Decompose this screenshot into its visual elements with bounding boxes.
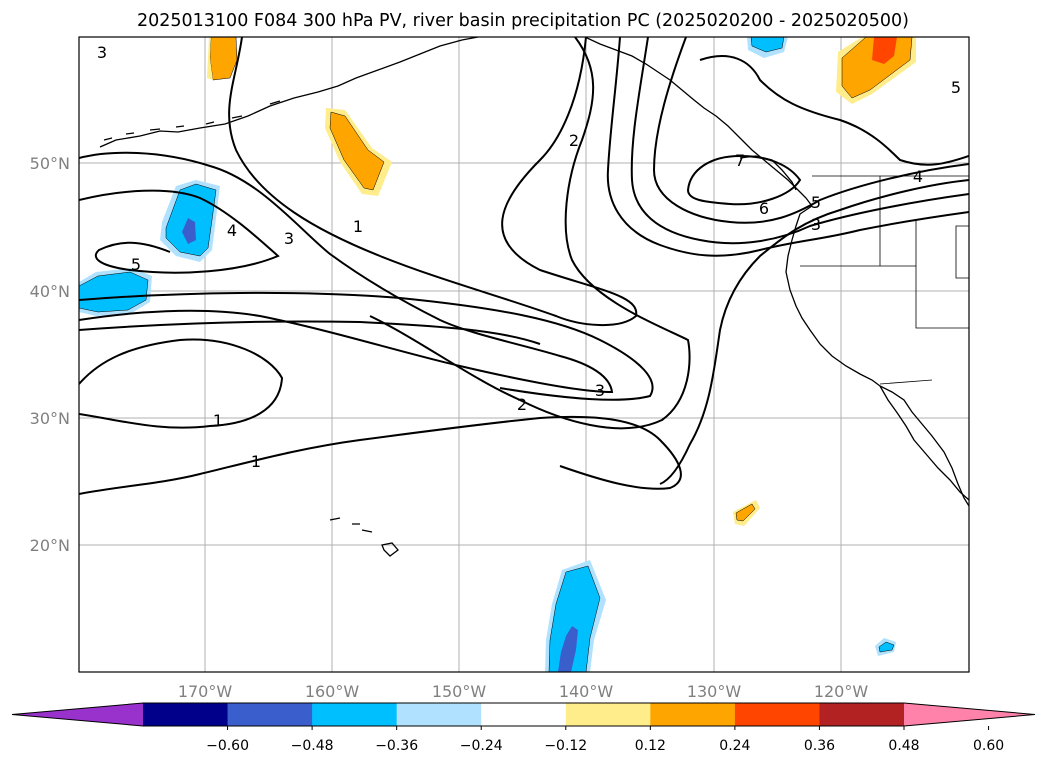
- colorbar-tick-label: 0.24: [719, 738, 750, 754]
- colorbar-segment: [481, 703, 567, 726]
- colorbar-tick-label: 0.12: [635, 738, 666, 754]
- colorbar-segment: [396, 703, 482, 726]
- lon-label: 130°W: [687, 682, 742, 701]
- pv-contour-west-2: [79, 189, 280, 274]
- lat-label: 30°N: [30, 409, 70, 428]
- aleutian-islands: [103, 100, 281, 141]
- pv-contour-west-1: [79, 151, 614, 394]
- colorbar-segment: [819, 703, 905, 726]
- colorbar-tick-label: 0.48: [888, 738, 919, 754]
- pv-contour-top-trough: [369, 37, 691, 430]
- colorbar-extend-low: [12, 703, 143, 726]
- panhandle-coast: [584, 37, 813, 207]
- colorbar-tick-label: 0.36: [804, 738, 835, 754]
- pv-contour-labels: 3 5 2 7 4 6 5 3 1 4 3 5 1 2 3 1: [97, 43, 961, 471]
- colorbar-tick-label: −0.36: [375, 738, 418, 754]
- pv-label-3-e: 3: [811, 215, 821, 234]
- colorbar-extend-high: [904, 703, 1035, 726]
- map-frame: [78, 36, 970, 673]
- pv-contour-inner-2: [630, 37, 969, 245]
- lat-label: 50°N: [30, 154, 70, 173]
- precip-patch-strong-w1: [182, 218, 196, 244]
- pv-label-1-s: 1: [251, 452, 261, 471]
- colorbar-segment: [734, 703, 820, 726]
- pv-contour-south-2: [79, 415, 682, 495]
- lon-label: 140°W: [559, 682, 614, 701]
- precip-patch-strong-s: [558, 626, 578, 672]
- pv-contour-inner-3: [652, 37, 969, 224]
- hawaii-islands: [329, 517, 399, 557]
- coastlines: [99, 37, 969, 557]
- precip-shading: [79, 37, 916, 672]
- precip-patch-strong-ne: [872, 37, 897, 64]
- pv-label-5-ne: 5: [951, 78, 961, 97]
- pv-label-5-w: 5: [131, 255, 141, 274]
- lon-label: 160°W: [305, 682, 360, 701]
- lat-label: 40°N: [30, 282, 70, 301]
- colorbar-segment: [312, 703, 398, 726]
- pv-label-3-nw: 3: [97, 43, 107, 62]
- borders: [800, 175, 969, 385]
- pv-label-7: 7: [735, 151, 745, 170]
- pv-contour-outer: [228, 37, 638, 326]
- pv-contour-east: [659, 179, 969, 485]
- pv-label-5-e: 5: [811, 193, 821, 212]
- pv-label-2-top: 2: [569, 131, 579, 150]
- colorbar-segment: [143, 703, 229, 726]
- pv-contour-long-1: [79, 291, 654, 401]
- colorbar-tick-label: −0.12: [544, 738, 587, 754]
- colorbar-segment: [650, 703, 736, 726]
- pv-label-3-w: 3: [284, 229, 294, 248]
- latitude-labels: 50°N 40°N 30°N 20°N: [30, 154, 70, 555]
- pv-label-3-s: 3: [595, 381, 605, 400]
- colorbar-segment: [565, 703, 651, 726]
- lon-label: 120°W: [814, 682, 869, 701]
- baja-peninsula: [879, 385, 969, 501]
- colorbar-outline: [11, 702, 1036, 727]
- north-america-west-coast: [785, 205, 969, 507]
- lon-label: 170°W: [178, 682, 233, 701]
- colorbar-tick-label: 0.60: [973, 738, 1004, 754]
- pv-label-1-sw: 1: [213, 411, 223, 430]
- lon-label: 150°W: [432, 682, 487, 701]
- lat-label: 20°N: [30, 536, 70, 555]
- pv-contour-inner-5: [686, 154, 802, 206]
- longitude-labels: 170°W 160°W 150°W 140°W 130°W 120°W: [178, 682, 869, 701]
- pv-label-4-w: 4: [227, 221, 237, 240]
- map-panel: 3 5 2 7 4 6 5 3 1 4 3 5 1 2 3 1: [78, 36, 970, 673]
- colorbar: −0.60 −0.48 −0.36 −0.24 −0.12 0.12 0.24 0.36 0.4…: [11, 702, 1036, 754]
- colorbar-segment: [227, 703, 313, 726]
- pv-contour-inner-1: [606, 37, 969, 257]
- colorbar-tick-label: −0.48: [291, 738, 334, 754]
- pv-contour-south-1: [79, 338, 284, 429]
- pv-contour-inner-4: [699, 55, 969, 166]
- alaska-coast: [99, 37, 479, 148]
- pv-label-6: 6: [759, 199, 769, 218]
- pv-contour-long-2: [79, 320, 541, 345]
- pv-label-2-s: 2: [517, 395, 527, 414]
- map-background: [79, 37, 969, 672]
- colorbar-tick-label: −0.60: [206, 738, 249, 754]
- pv-label-4-e: 4: [913, 167, 923, 186]
- figure-title: 2025013100 F084 300 hPa PV, river basin …: [137, 11, 909, 31]
- pv-contours: [79, 37, 969, 495]
- colorbar-tick-label: −0.24: [460, 738, 503, 754]
- pv-label-1-mid: 1: [353, 217, 363, 236]
